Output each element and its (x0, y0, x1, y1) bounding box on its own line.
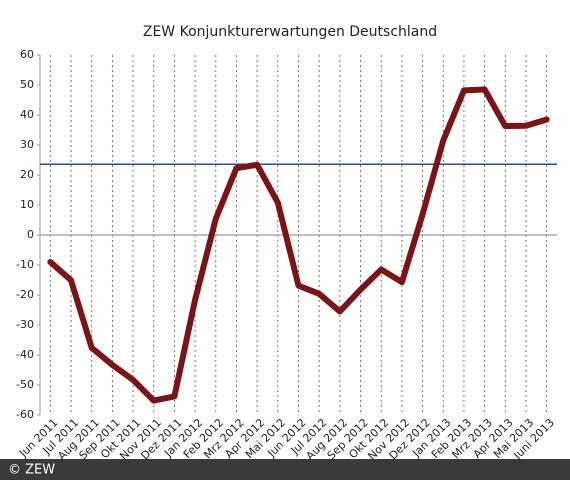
chart-title: ZEW Konjunkturerwartungen Deutschland (143, 24, 437, 40)
y-tick-label: 50 (20, 78, 34, 91)
y-tick-label: -10 (16, 258, 34, 271)
y-tick-label: 10 (20, 198, 34, 211)
y-tick-label: -20 (16, 288, 34, 301)
y-tick-label: -60 (16, 408, 34, 421)
y-tick-label: 0 (27, 228, 34, 241)
y-tick-label: 20 (20, 168, 34, 181)
y-tick-label: 30 (20, 138, 34, 151)
series-line (47, 86, 550, 404)
y-tick-label: -50 (16, 378, 34, 391)
y-tick-label: 60 (20, 48, 34, 61)
footer: © ZEW (8, 463, 55, 478)
y-tick-label: -40 (16, 348, 34, 361)
footer-bar (0, 459, 570, 480)
y-tick-label: -30 (16, 318, 34, 331)
y-tick-label: 40 (20, 108, 34, 121)
